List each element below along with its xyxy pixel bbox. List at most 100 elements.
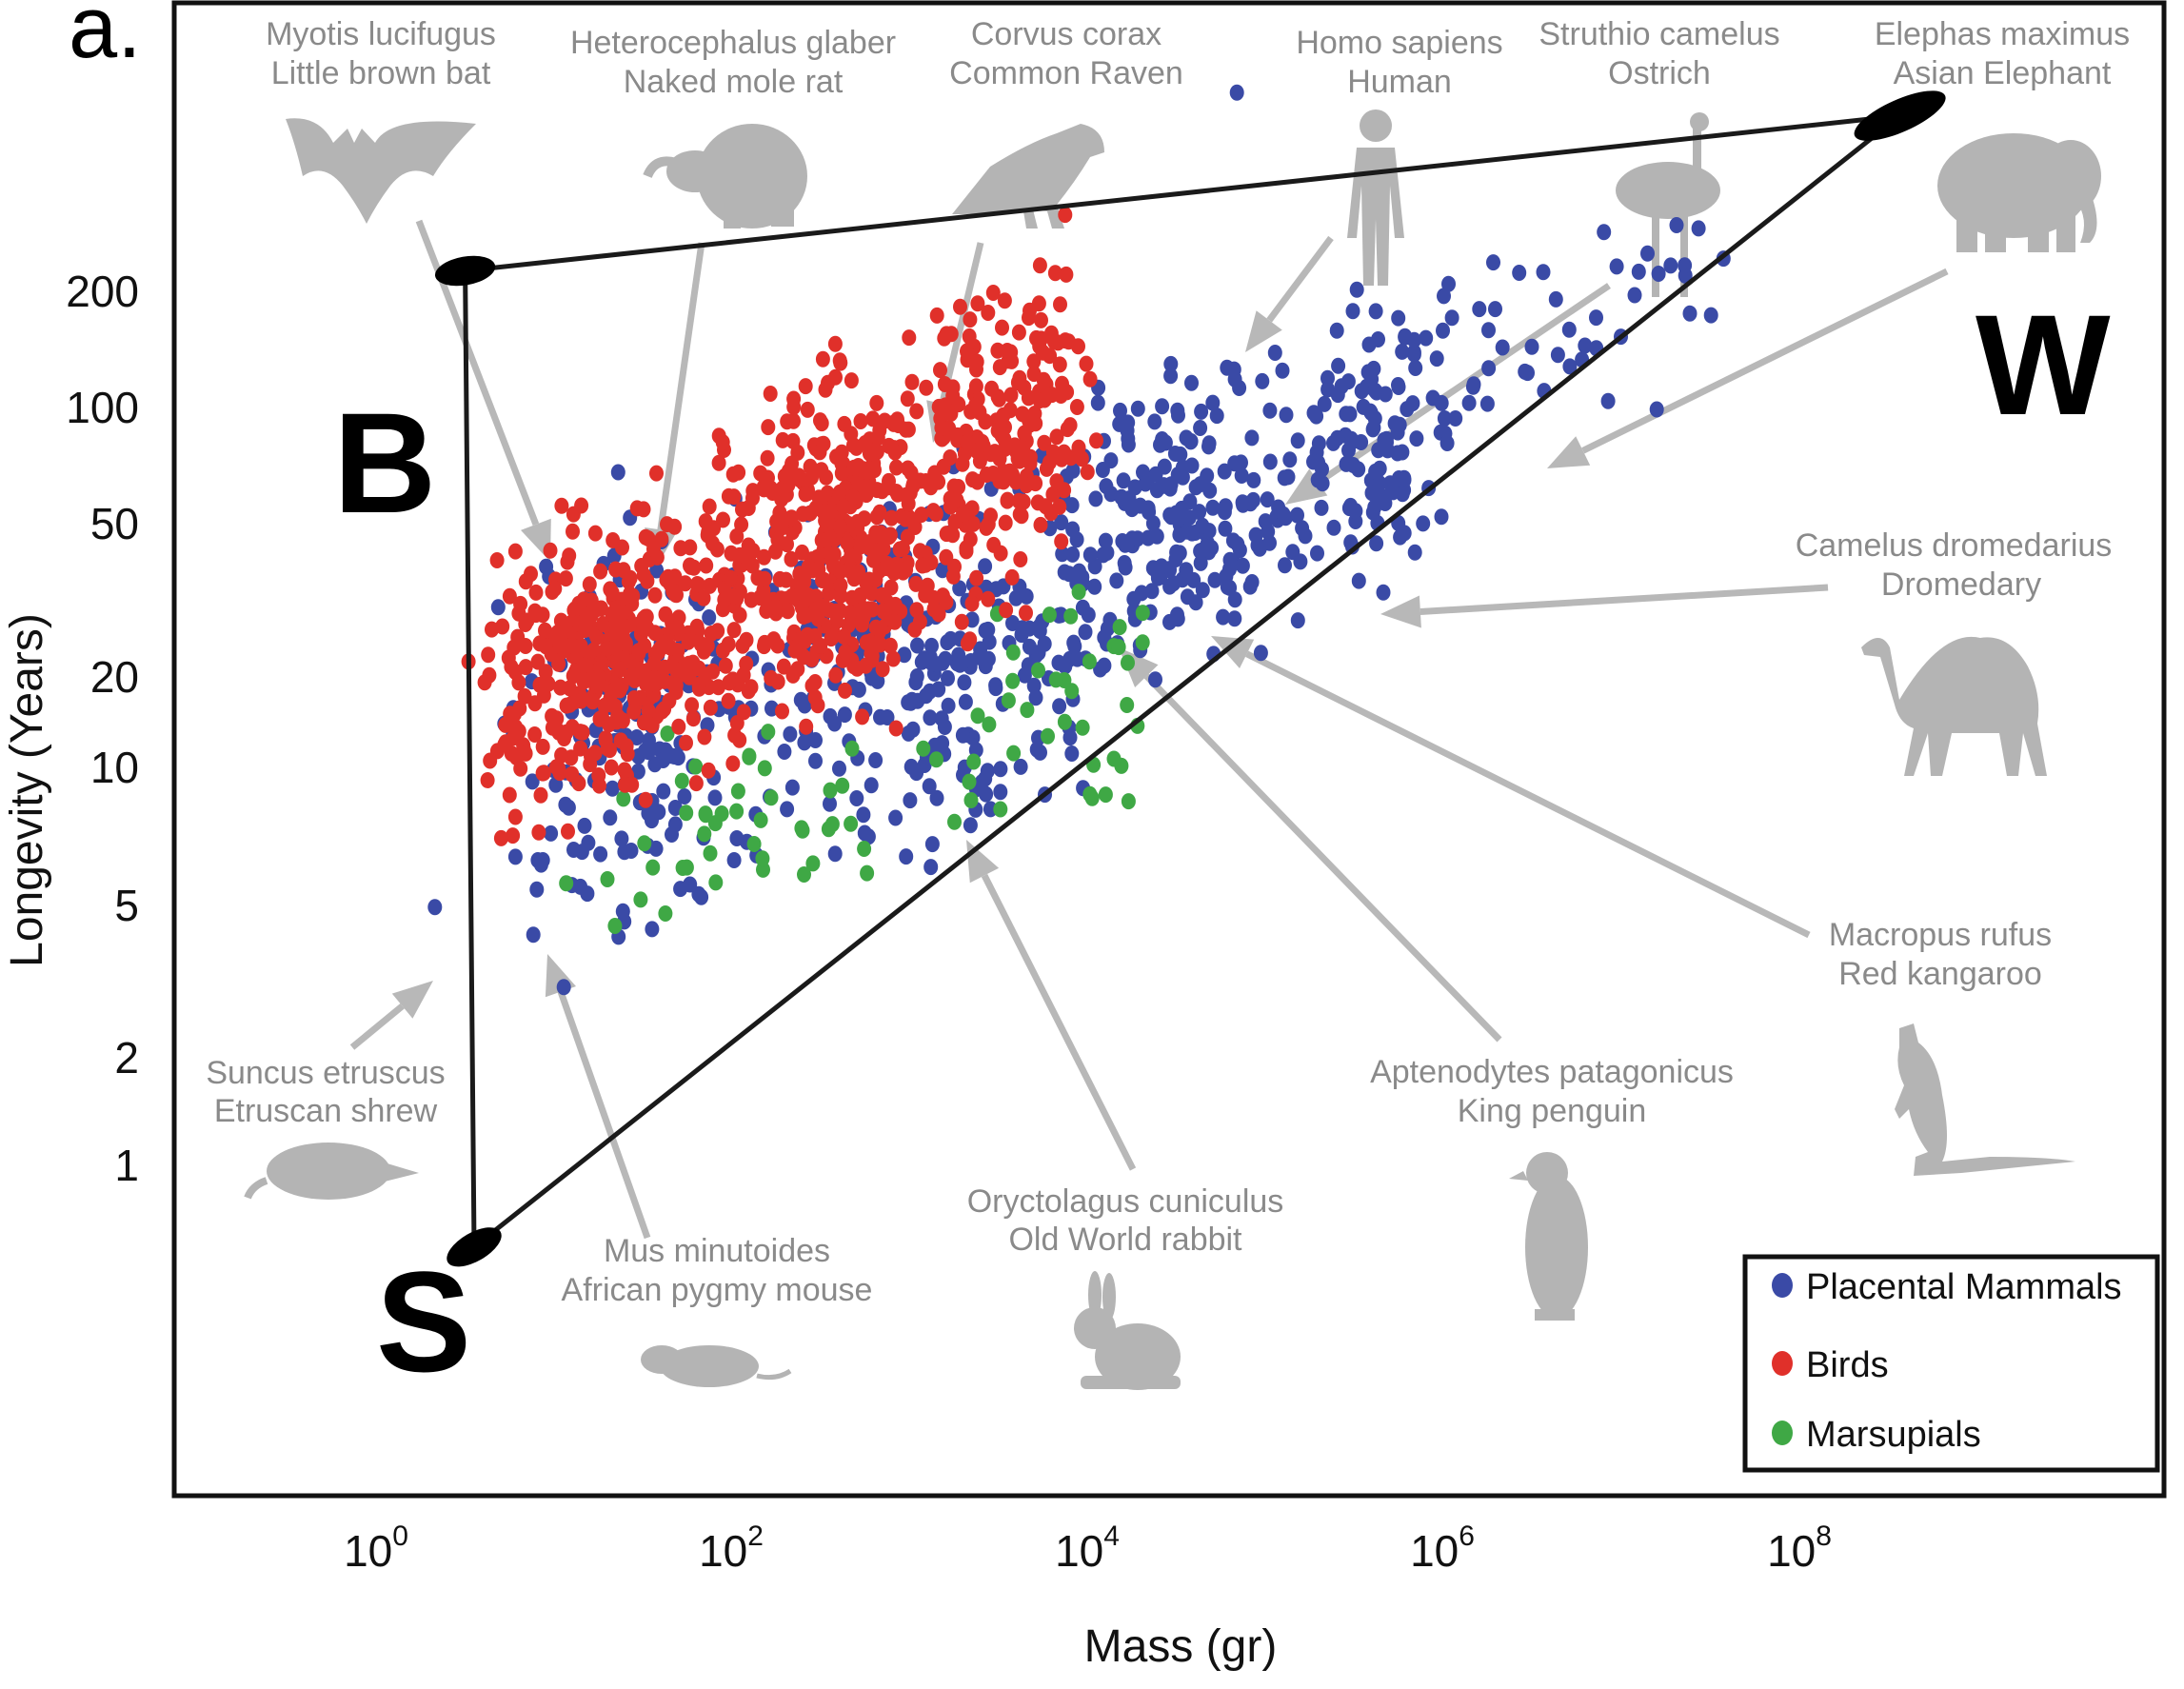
point-birds bbox=[670, 620, 685, 637]
point-birds bbox=[843, 605, 858, 622]
point-birds bbox=[535, 738, 550, 755]
vertex-label-w: W bbox=[1976, 285, 2111, 445]
point-birds bbox=[586, 693, 600, 710]
point-placental bbox=[780, 801, 795, 818]
point-placental bbox=[952, 580, 967, 597]
point-birds bbox=[645, 717, 660, 734]
point-placental bbox=[827, 715, 843, 732]
point-birds bbox=[963, 311, 978, 328]
point-birds bbox=[993, 545, 1008, 562]
point-birds bbox=[900, 528, 915, 546]
point-placental bbox=[777, 744, 792, 760]
arrowhead-shrew bbox=[391, 981, 433, 1019]
point-placental bbox=[1550, 347, 1565, 364]
point-placental bbox=[1147, 413, 1162, 430]
point-birds bbox=[829, 603, 844, 620]
point-birds bbox=[968, 397, 983, 414]
point-birds bbox=[483, 752, 498, 769]
point-birds bbox=[739, 631, 754, 648]
point-birds bbox=[761, 419, 776, 436]
point-birds bbox=[797, 573, 812, 590]
point-birds bbox=[1012, 506, 1027, 523]
point-marsupials bbox=[764, 789, 779, 806]
elephant-silhouette bbox=[1937, 133, 2101, 252]
point-placental bbox=[1227, 610, 1242, 627]
point-birds bbox=[964, 595, 980, 612]
point-placental bbox=[1099, 478, 1114, 495]
raven-silhouette bbox=[952, 124, 1104, 229]
point-placental bbox=[1361, 336, 1377, 353]
point-placental bbox=[1465, 378, 1480, 395]
point-birds bbox=[584, 747, 598, 765]
point-marsupials bbox=[1041, 727, 1055, 745]
point-birds bbox=[482, 666, 497, 684]
point-birds bbox=[838, 644, 853, 661]
point-marsupials bbox=[805, 855, 821, 872]
point-birds bbox=[615, 627, 630, 645]
legend-label-birds: Birds bbox=[1806, 1345, 1889, 1385]
point-placental bbox=[1098, 532, 1113, 549]
point-birds bbox=[566, 523, 580, 540]
x-tick-6: 106 bbox=[1410, 1520, 1475, 1576]
point-marsupials bbox=[929, 751, 943, 768]
point-placental bbox=[1472, 301, 1487, 318]
point-placental bbox=[1192, 504, 1207, 521]
point-placental bbox=[605, 780, 620, 797]
annotation-arrows bbox=[349, 219, 1949, 1240]
point-placental bbox=[544, 825, 559, 842]
point-placental bbox=[1495, 339, 1510, 356]
point-birds bbox=[563, 696, 577, 713]
x-axis-label: Mass (gr) bbox=[1084, 1621, 1278, 1672]
point-birds bbox=[836, 498, 851, 515]
point-marsupials bbox=[703, 844, 718, 862]
point-placental bbox=[1195, 517, 1210, 534]
point-placental bbox=[1222, 561, 1237, 578]
point-placental bbox=[1163, 368, 1179, 385]
triangle-edges bbox=[463, 112, 1908, 1252]
point-placental bbox=[1439, 435, 1455, 451]
point-placental bbox=[910, 692, 925, 709]
point-birds bbox=[685, 697, 700, 714]
point-birds bbox=[1000, 492, 1015, 509]
point-birds bbox=[855, 708, 870, 725]
point-birds bbox=[1049, 428, 1064, 446]
point-birds bbox=[838, 682, 852, 699]
point-birds bbox=[888, 720, 903, 737]
point-placental bbox=[1589, 309, 1603, 327]
vertex-label-b: B bbox=[333, 383, 436, 543]
point-birds bbox=[665, 583, 681, 600]
point-placental bbox=[1054, 514, 1069, 531]
point-marsupials bbox=[1106, 750, 1122, 767]
point-placental bbox=[702, 609, 717, 626]
point-placental bbox=[1400, 401, 1415, 418]
vertex-s bbox=[447, 1227, 502, 1267]
point-placental bbox=[1163, 355, 1179, 372]
point-placental bbox=[1064, 745, 1080, 762]
point-placental bbox=[1691, 220, 1706, 237]
annot-raven-line1: Corvus corax bbox=[971, 16, 1161, 52]
point-birds bbox=[736, 704, 751, 721]
point-marsupials bbox=[730, 783, 745, 800]
point-placental bbox=[941, 697, 956, 714]
mouse-silhouette bbox=[641, 1345, 792, 1387]
point-birds bbox=[757, 570, 772, 587]
point-marsupials bbox=[1063, 607, 1079, 625]
point-placental bbox=[1114, 488, 1129, 506]
point-birds bbox=[700, 637, 715, 654]
point-birds bbox=[955, 455, 970, 472]
point-placental bbox=[1148, 671, 1162, 688]
point-birds bbox=[691, 576, 706, 593]
point-marsupials bbox=[1135, 634, 1150, 651]
point-placental bbox=[910, 637, 924, 654]
point-birds bbox=[1011, 449, 1025, 467]
point-birds bbox=[625, 776, 640, 793]
point-marsupials bbox=[844, 740, 860, 757]
point-birds bbox=[545, 584, 560, 600]
point-placental bbox=[1395, 486, 1410, 503]
point-birds bbox=[1027, 406, 1042, 422]
point-placental bbox=[1391, 379, 1406, 395]
point-birds bbox=[855, 613, 870, 630]
point-marsupials bbox=[993, 801, 1008, 818]
point-marsupials bbox=[761, 724, 776, 741]
point-marsupials bbox=[746, 836, 762, 852]
